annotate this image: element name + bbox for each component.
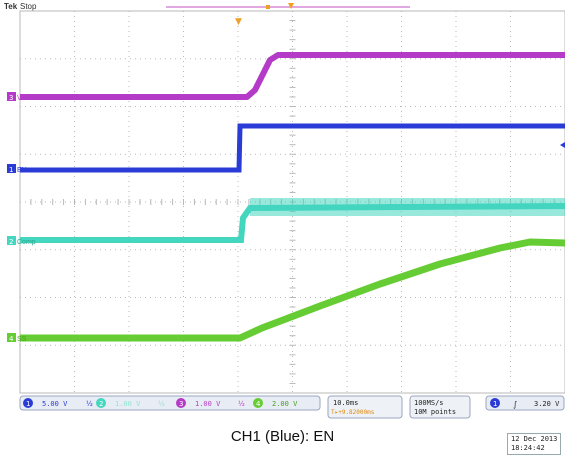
svg-text:1: 1: [493, 400, 497, 408]
svg-text:4: 4: [256, 400, 261, 408]
timebase-readout[interactable]: 10.0ms T▸+9.82000ms: [327, 395, 403, 419]
comp-noise-band: [250, 198, 565, 216]
svg-text:1.00 V: 1.00 V: [115, 400, 141, 408]
time-text: 18:24:42: [511, 444, 545, 452]
svg-text:½: ½: [158, 400, 165, 408]
ch4-label: SS: [17, 336, 27, 343]
ch2-scale-readout[interactable]: 2 1.00 V ½: [96, 398, 165, 408]
svg-text:2: 2: [9, 238, 13, 246]
figure-caption: CH1 (Blue): EN: [230, 428, 335, 445]
svg-text:5.00 V: 5.00 V: [42, 400, 68, 408]
date-text: 12 Dec 2013: [511, 435, 558, 443]
trigger-level-marker[interactable]: [560, 142, 565, 148]
ss-waveform: [20, 238, 565, 342]
svg-text:10.0ms: 10.0ms: [333, 399, 358, 407]
svg-text:3.20 V: 3.20 V: [534, 400, 560, 408]
svg-text:½: ½: [86, 400, 93, 408]
ch2-label: Comp: [17, 239, 36, 246]
run-status: Stop: [20, 2, 37, 11]
ch1-label: EN: [17, 167, 27, 174]
date-time-readout: 12 Dec 2013 18:24:42: [507, 433, 561, 455]
ch3-scale-readout[interactable]: 3 1.00 V ½: [176, 398, 245, 408]
ch1-marker[interactable]: 1: [7, 164, 16, 174]
ch2-marker[interactable]: 2: [7, 236, 16, 246]
svg-text:10M points: 10M points: [414, 408, 456, 416]
trigger-readout[interactable]: 1 ∫ 3.20 V: [485, 395, 565, 411]
record-position-marker: [266, 5, 270, 9]
en-waveform: [20, 123, 565, 173]
svg-text:100MS/s: 100MS/s: [414, 399, 444, 407]
svg-text:1.00 V: 1.00 V: [195, 400, 221, 408]
ch4-scale-readout[interactable]: 4 2.00 V: [253, 398, 298, 408]
ch4-marker[interactable]: 4: [7, 333, 16, 343]
svg-text:2: 2: [99, 400, 103, 408]
acquisition-readout[interactable]: 100MS/s 10M points: [409, 395, 471, 419]
brand-label: Tek: [4, 2, 18, 11]
svg-text:3: 3: [9, 94, 13, 102]
svg-text:1: 1: [26, 400, 30, 408]
trigger-position-marker: [288, 3, 294, 9]
svg-text:3: 3: [179, 400, 183, 408]
svg-text:4: 4: [9, 335, 14, 343]
ch1-scale-readout[interactable]: 1 5.00 V ½: [23, 398, 93, 408]
svg-text:2.00 V: 2.00 V: [272, 400, 298, 408]
ch3-marker[interactable]: 3: [7, 92, 16, 102]
readout-bar: 1 5.00 V ½ 2 1.00 V ½ 3 1.00 V ½ 4 2.00 …: [19, 395, 565, 419]
trigger-slope-icon: ∫: [513, 400, 517, 409]
svg-text:T▸+9.82000ms: T▸+9.82000ms: [331, 409, 375, 416]
svg-text:½: ½: [238, 400, 245, 408]
svg-text:1: 1: [9, 166, 13, 174]
vo-waveform: [20, 52, 565, 100]
waveforms: [20, 52, 565, 342]
ch3-label: Vo: [17, 95, 25, 102]
